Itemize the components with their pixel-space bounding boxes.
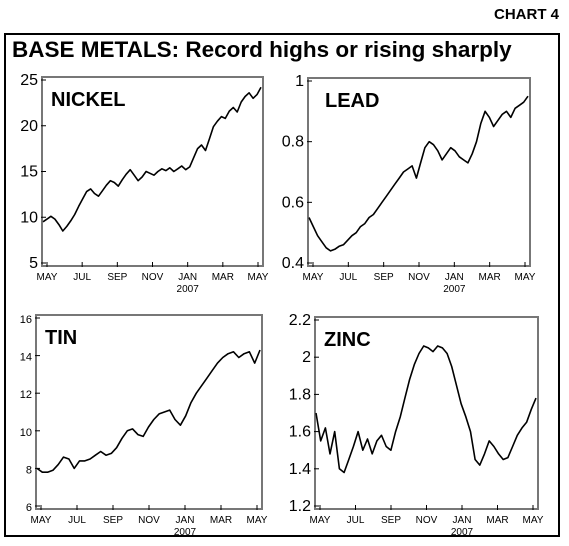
tin-y-tick-label: 12 <box>20 389 32 401</box>
nickel-price-line <box>42 86 262 232</box>
tin-x-tick-label: JAN <box>176 515 195 526</box>
tin-chart: 6 8 10 12 14 16 MAY JUL SEP NOV JAN MAR MAY 2007 TIN <box>20 314 268 538</box>
nickel-chart: 5 10 15 20 25 MAY JUL SEP NOV JAN MAR MAY 2007 NICKEL <box>20 72 269 295</box>
tin-price-line <box>36 349 261 473</box>
lead-x-tick-label: NOV <box>408 272 430 283</box>
lead-x-tick-label: MAY <box>303 272 324 283</box>
nickel-x-tick-label: MAR <box>212 272 234 283</box>
tin-panel-title: TIN <box>45 327 77 349</box>
lead-y-tick-label: 0.6 <box>282 194 304 211</box>
nickel-x-tick-label: MAY <box>37 272 58 283</box>
zinc-price-line <box>315 345 537 474</box>
lead-y-tick-label: 0.8 <box>282 134 304 151</box>
tin-y-tick-label: 6 <box>26 502 32 514</box>
tin-y-tick-label: 8 <box>26 464 32 476</box>
tin-y-tick-label: 14 <box>20 352 32 364</box>
zinc-x-tick-label: MAY <box>310 515 331 526</box>
zinc-x-tick-label: NOV <box>416 515 438 526</box>
tin-y-tick-label: 16 <box>20 314 32 326</box>
nickel-y-tick-label: 10 <box>20 209 38 226</box>
zinc-y-tick-label: 1.4 <box>289 461 311 478</box>
tin-x-tick-label: MAY <box>247 515 268 526</box>
tin-x-tick-label: SEP <box>103 515 123 526</box>
lead-price-line <box>308 95 529 252</box>
lead-x-tick-label: MAR <box>479 272 501 283</box>
lead-x-tick-label: JAN <box>445 272 464 283</box>
zinc-y-tick-label: 1.2 <box>289 498 311 515</box>
zinc-panel-title: ZINC <box>324 329 371 351</box>
main-title: BASE METALS: Record highs or rising shar… <box>12 37 512 62</box>
nickel-year-label: 2007 <box>177 284 200 295</box>
tin-x-tick-label: MAR <box>210 515 232 526</box>
nickel-x-tick-label: JUL <box>73 272 91 283</box>
tin-x-tick-label: MAY <box>31 515 52 526</box>
nickel-x-tick-label: MAY <box>248 272 269 283</box>
nickel-panel-title: NICKEL <box>51 89 125 111</box>
nickel-y-tick-label: 5 <box>29 255 38 272</box>
zinc-x-tick-label: MAR <box>486 515 508 526</box>
nickel-x-tick-label: JAN <box>178 272 197 283</box>
nickel-y-tick-label: 20 <box>20 118 38 135</box>
zinc-year-label: 2007 <box>451 527 474 538</box>
lead-x-tick-label: SEP <box>374 272 394 283</box>
tin-x-tick-label: JUL <box>68 515 86 526</box>
lead-year-label: 2007 <box>443 284 466 295</box>
lead-x-tick-label: MAY <box>515 272 536 283</box>
zinc-y-tick-label: 1.6 <box>289 424 311 441</box>
nickel-x-tick-label: NOV <box>142 272 164 283</box>
zinc-x-tick-label: JUL <box>347 515 365 526</box>
outer-frame <box>4 33 560 537</box>
lead-y-tick-label: 0.4 <box>282 255 304 272</box>
zinc-y-tick-label: 1.8 <box>289 386 311 403</box>
lead-y-tick-label: 1 <box>295 73 304 90</box>
lead-chart: 0.4 0.6 0.8 1 MAY JUL SEP NOV JAN MAR MAY 2007 LEAD <box>282 73 536 295</box>
tin-year-label: 2007 <box>174 527 197 538</box>
zinc-y-tick-label: 2 <box>302 349 311 366</box>
zinc-x-tick-label: SEP <box>381 515 401 526</box>
nickel-y-tick-label: 15 <box>20 164 38 181</box>
lead-x-tick-label: JUL <box>339 272 357 283</box>
tin-x-tick-label: NOV <box>138 515 160 526</box>
tin-y-tick-label: 10 <box>20 427 32 439</box>
nickel-y-tick-label: 25 <box>20 72 38 89</box>
lead-panel-title: LEAD <box>325 90 379 112</box>
zinc-chart: 1.2 1.4 1.6 1.8 2 2.2 MAY JUL SEP NOV JAN MAR MAY 200… <box>289 312 544 538</box>
zinc-x-tick-label: JAN <box>453 515 472 526</box>
zinc-x-tick-label: MAY <box>523 515 544 526</box>
chart-number-label: CHART 4 <box>493 6 559 23</box>
nickel-x-tick-label: SEP <box>107 272 127 283</box>
zinc-y-tick-label: 2.2 <box>289 312 311 329</box>
